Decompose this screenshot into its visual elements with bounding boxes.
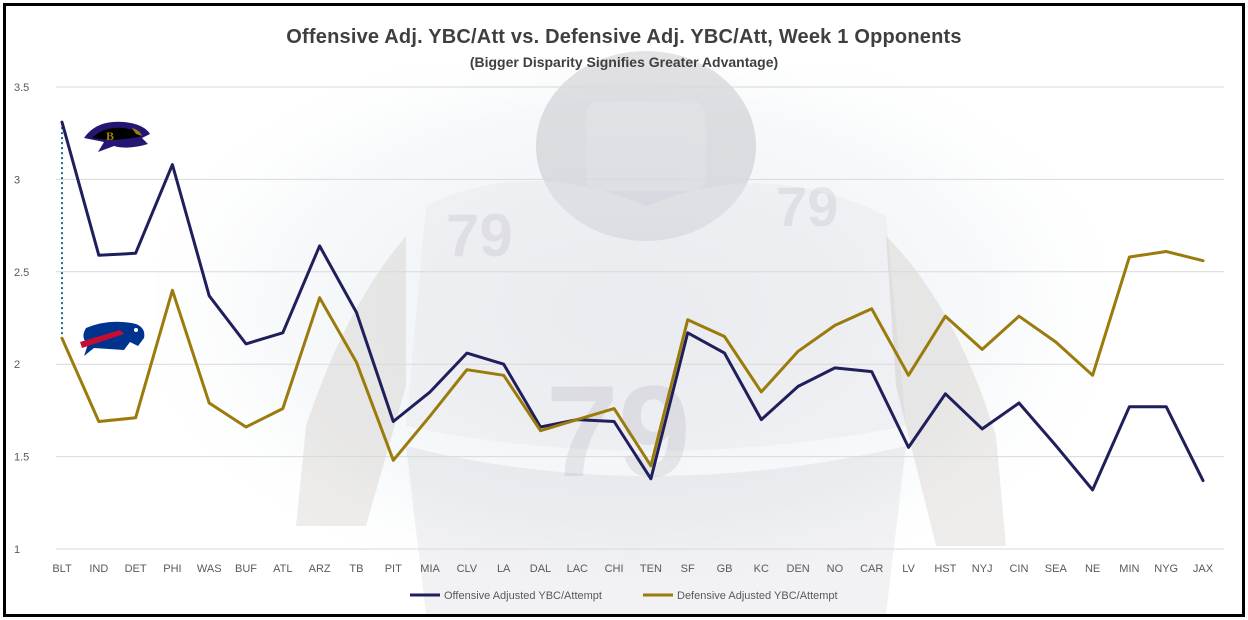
legend-item-defensive: Defensive Adjusted YBC/Attempt [643,590,838,602]
svg-text:79: 79 [546,358,691,504]
chart-subtitle: (Bigger Disparity Signifies Greater Adva… [469,54,779,70]
x-tick-label: WAS [197,563,222,575]
y-tick-label: 3 [14,174,20,186]
x-tick-label: SEA [1045,563,1068,575]
x-tick-label: CLV [457,563,478,575]
x-tick-label: NYG [1154,563,1178,575]
legend: Offensive Adjusted YBC/Attempt Defensive … [410,590,838,602]
x-tick-label: MIN [1119,563,1139,575]
svg-text:79: 79 [446,202,513,269]
ravens-logo-icon: B [84,121,150,152]
y-tick-label: 3.5 [14,82,29,94]
x-tick-label: JAX [1193,563,1214,575]
x-tick-label: TEN [640,563,662,575]
x-tick-label: BLT [52,563,72,575]
x-tick-label: CAR [860,563,883,575]
x-tick-label: CHI [605,563,624,575]
bills-logo-icon [80,321,145,356]
team-logos: B [80,121,150,356]
x-tick-label: NO [827,563,844,575]
x-tick-label: NE [1085,563,1100,575]
x-tick-label: IND [89,563,108,575]
y-tick-label: 2.5 [14,267,29,279]
series-line-defensive [60,250,1205,468]
legend-label: Defensive Adjusted YBC/Attempt [677,590,838,602]
legend-label: Offensive Adjusted YBC/Attempt [444,590,602,602]
x-tick-label: BUF [235,563,257,575]
series-line-offensive [60,120,1205,492]
series-lines [60,120,1205,492]
x-tick-label: GB [717,563,733,575]
gridlines [56,86,1224,550]
x-tick-label: KC [754,563,769,575]
x-tick-label: SF [681,563,695,575]
y-tick-label: 1.5 [14,452,29,464]
x-tick-label: DET [125,563,147,575]
chart-title: Offensive Adj. YBC/Att vs. Defensive Adj… [286,26,962,48]
x-tick-label: CIN [1009,563,1028,575]
legend-item-offensive: Offensive Adjusted YBC/Attempt [410,590,602,602]
x-tick-label: ATL [273,563,292,575]
line-chart: 1 1.5 2 2.5 3 3.5 BLT IND DET PHI WAS BUF ATL ARZ TB P… [14,82,1224,602]
x-tick-label: HST [934,563,956,575]
x-tick-label: LV [902,563,915,575]
x-tick-label: LA [497,563,511,575]
x-tick-label: DAL [530,563,551,575]
x-tick-label: LAC [567,563,588,575]
x-tick-label: TB [349,563,363,575]
x-tick-label: PIT [385,563,402,575]
x-tick-label: NYJ [972,563,993,575]
x-tick-label: PHI [163,563,181,575]
chart-frame: 79 79 79 Offensive Adj. YBC/Att vs. Defe… [3,3,1245,617]
svg-text:79: 79 [776,175,838,238]
x-tick-label: MIA [420,563,440,575]
y-tick-label: 2 [14,359,20,371]
x-tick-label: DEN [787,563,810,575]
svg-text:B: B [106,129,114,143]
y-tick-label: 1 [14,544,20,556]
y-axis-ticks: 1 1.5 2 2.5 3 3.5 [14,82,29,556]
x-tick-label: ARZ [309,563,331,575]
background-player-art: 79 79 79 [156,51,1106,614]
x-axis-ticks: BLT IND DET PHI WAS BUF ATL ARZ TB PIT MIA CLV LA DAL… [52,563,1213,575]
